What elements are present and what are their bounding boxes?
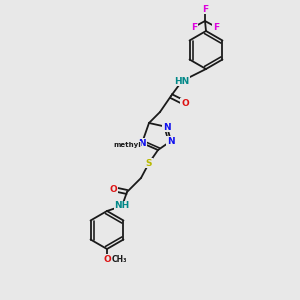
Text: S: S: [146, 158, 152, 167]
Text: F: F: [213, 22, 219, 32]
Text: O: O: [181, 98, 189, 107]
Text: O: O: [109, 184, 117, 194]
Text: HN: HN: [174, 76, 190, 85]
Text: CH₃: CH₃: [112, 254, 128, 263]
Text: N: N: [167, 136, 175, 146]
Text: O: O: [103, 254, 111, 263]
Text: F: F: [191, 22, 197, 32]
Text: NH: NH: [114, 202, 130, 211]
Text: methyl: methyl: [113, 142, 141, 148]
Text: N: N: [163, 122, 171, 131]
Text: F: F: [202, 4, 208, 14]
Text: N: N: [138, 139, 146, 148]
